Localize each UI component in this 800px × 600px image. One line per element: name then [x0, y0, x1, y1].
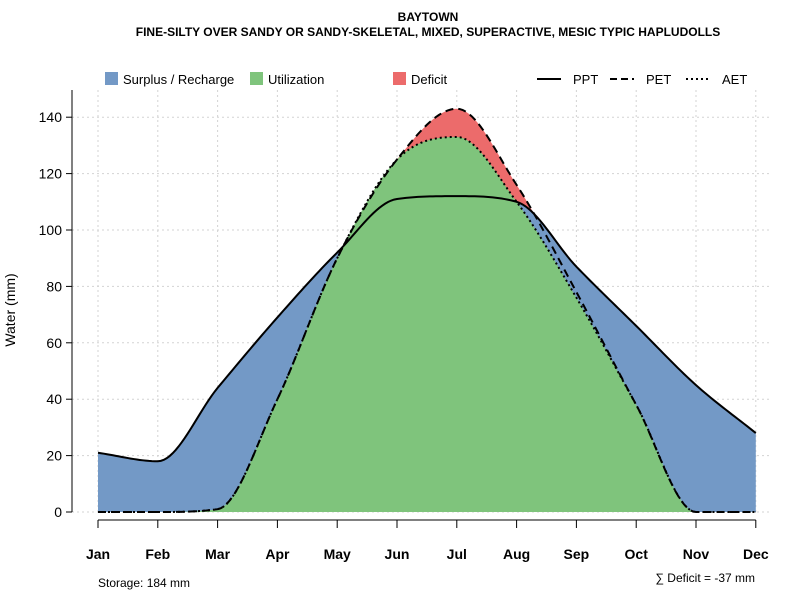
legend-item-aet: AET [686, 72, 747, 87]
legend-item-surplus-recharge: Surplus / Recharge [105, 72, 234, 87]
legend-label: Deficit [411, 72, 448, 87]
y-tick-label: 0 [54, 504, 62, 520]
y-tick-label: 40 [46, 391, 62, 407]
x-tick-label: Mar [205, 546, 230, 562]
axes: 0 20 40 60 80 100 120 140 Jan Feb Mar Apr May Jun Jul A… [39, 90, 769, 562]
x-tick-label: Jan [86, 546, 110, 562]
x-tick-label: Aug [503, 546, 530, 562]
deficit-note: ∑ Deficit = -37 mm [655, 571, 755, 585]
y-tick-label: 100 [39, 222, 63, 238]
x-tick-label: Oct [625, 546, 649, 562]
legend-swatch [250, 72, 263, 85]
x-tick-label: Sep [564, 546, 590, 562]
legend-label: PET [646, 72, 671, 87]
x-tick-label: Jun [385, 546, 410, 562]
aet-line [98, 135, 756, 513]
utilization-area [98, 136, 756, 512]
legend-label: Surplus / Recharge [123, 72, 234, 87]
y-tick-label: 60 [46, 335, 62, 351]
chart-title: BAYTOWN [398, 10, 459, 24]
y-tick-label: 140 [39, 109, 63, 125]
x-tick-label: Jul [447, 546, 467, 562]
y-tick-label: 120 [39, 166, 63, 182]
legend-label: PPT [573, 72, 598, 87]
y-tick-label: 80 [46, 278, 62, 294]
chart-subtitle: FINE-SILTY OVER SANDY OR SANDY-SKELETAL,… [136, 25, 721, 39]
legend-item-pet: PET [610, 72, 671, 87]
x-tick-label: Apr [265, 546, 290, 562]
legend: Surplus / Recharge Utilization Deficit PPT P… [105, 72, 747, 87]
areas [98, 108, 756, 512]
x-tick-label: May [324, 546, 351, 562]
x-tick-label: Dec [743, 546, 769, 562]
y-axis-label: Water (mm) [2, 273, 18, 346]
storage-note: Storage: 184 mm [98, 576, 190, 590]
ppt-line [97, 195, 757, 463]
legend-swatch [393, 72, 406, 85]
legend-swatch [105, 72, 118, 85]
x-tick-label: Nov [683, 546, 710, 562]
series-lines [97, 107, 757, 513]
x-tick-label: Feb [145, 546, 170, 562]
legend-label: AET [722, 72, 747, 87]
y-tick-label: 20 [46, 448, 62, 464]
legend-item-ppt: PPT [537, 72, 598, 87]
legend-label: Utilization [268, 72, 324, 87]
legend-item-deficit: Deficit [393, 72, 448, 87]
legend-item-utilization: Utilization [250, 72, 324, 87]
